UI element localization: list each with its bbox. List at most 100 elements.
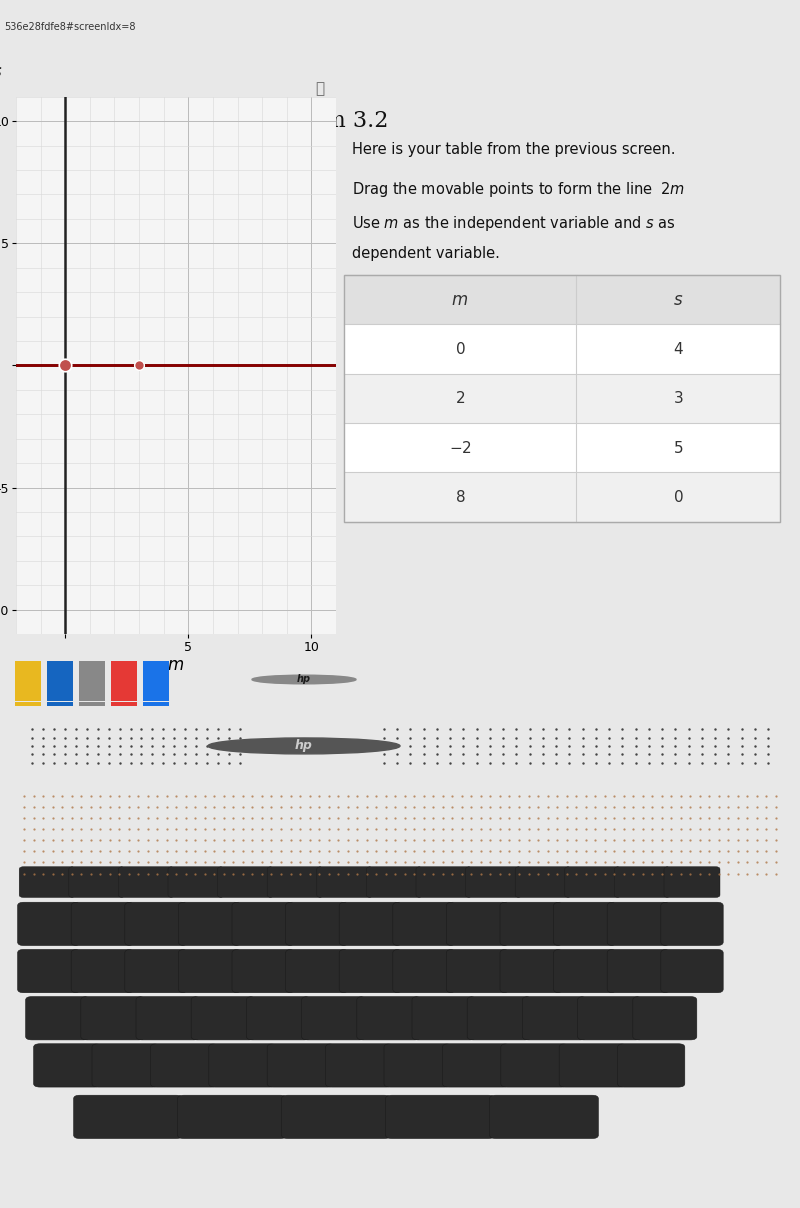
FancyBboxPatch shape bbox=[490, 1096, 598, 1138]
Text: $3$: $3$ bbox=[673, 390, 683, 406]
FancyBboxPatch shape bbox=[357, 997, 421, 1040]
Bar bbox=[344, 423, 780, 472]
FancyBboxPatch shape bbox=[578, 997, 642, 1040]
Y-axis label: $s$: $s$ bbox=[0, 63, 2, 81]
FancyBboxPatch shape bbox=[565, 866, 621, 898]
Bar bbox=[344, 275, 780, 522]
Bar bbox=[344, 373, 780, 423]
Text: 536e28fdfe8#screenIdx=8: 536e28fdfe8#screenIdx=8 bbox=[4, 22, 135, 31]
FancyBboxPatch shape bbox=[339, 949, 402, 993]
FancyBboxPatch shape bbox=[467, 997, 531, 1040]
Text: $s$: $s$ bbox=[673, 291, 683, 309]
Bar bbox=[143, 661, 169, 701]
FancyBboxPatch shape bbox=[326, 1044, 393, 1087]
FancyBboxPatch shape bbox=[168, 866, 224, 898]
Circle shape bbox=[208, 738, 400, 754]
FancyBboxPatch shape bbox=[136, 997, 200, 1040]
FancyBboxPatch shape bbox=[178, 902, 241, 946]
FancyBboxPatch shape bbox=[232, 902, 294, 946]
FancyBboxPatch shape bbox=[267, 866, 323, 898]
Bar bbox=[47, 661, 73, 701]
Text: $8$: $8$ bbox=[454, 489, 466, 505]
FancyBboxPatch shape bbox=[178, 1096, 286, 1138]
FancyBboxPatch shape bbox=[416, 866, 472, 898]
FancyBboxPatch shape bbox=[232, 949, 294, 993]
FancyBboxPatch shape bbox=[246, 997, 310, 1040]
Text: $0$: $0$ bbox=[454, 341, 466, 358]
Text: hp: hp bbox=[297, 674, 311, 685]
Bar bbox=[111, 661, 137, 701]
Bar bbox=[15, 661, 41, 701]
FancyBboxPatch shape bbox=[339, 902, 402, 946]
Text: $2$: $2$ bbox=[455, 390, 465, 406]
Bar bbox=[79, 661, 105, 701]
FancyBboxPatch shape bbox=[384, 1044, 451, 1087]
FancyBboxPatch shape bbox=[446, 902, 509, 946]
FancyBboxPatch shape bbox=[317, 866, 373, 898]
FancyBboxPatch shape bbox=[386, 1096, 494, 1138]
FancyBboxPatch shape bbox=[118, 866, 174, 898]
Bar bbox=[143, 702, 169, 705]
FancyBboxPatch shape bbox=[515, 866, 571, 898]
Bar bbox=[344, 275, 780, 325]
Bar bbox=[344, 472, 780, 522]
Text: $-2$: $-2$ bbox=[449, 440, 471, 455]
FancyBboxPatch shape bbox=[618, 1044, 685, 1087]
Text: $4$: $4$ bbox=[673, 341, 683, 358]
FancyBboxPatch shape bbox=[267, 1044, 334, 1087]
FancyBboxPatch shape bbox=[18, 902, 80, 946]
FancyBboxPatch shape bbox=[664, 866, 720, 898]
FancyBboxPatch shape bbox=[302, 997, 366, 1040]
FancyBboxPatch shape bbox=[633, 997, 697, 1040]
FancyBboxPatch shape bbox=[34, 1044, 101, 1087]
Text: dependent variable.: dependent variable. bbox=[352, 246, 500, 261]
FancyBboxPatch shape bbox=[218, 866, 274, 898]
FancyBboxPatch shape bbox=[442, 1044, 510, 1087]
FancyBboxPatch shape bbox=[466, 866, 522, 898]
FancyBboxPatch shape bbox=[74, 1096, 182, 1138]
FancyBboxPatch shape bbox=[501, 1044, 568, 1087]
FancyBboxPatch shape bbox=[92, 1044, 159, 1087]
FancyBboxPatch shape bbox=[522, 997, 586, 1040]
FancyBboxPatch shape bbox=[71, 949, 134, 993]
FancyBboxPatch shape bbox=[150, 1044, 218, 1087]
Text: hp: hp bbox=[295, 739, 313, 753]
Bar bbox=[344, 325, 780, 373]
FancyBboxPatch shape bbox=[18, 949, 80, 993]
FancyBboxPatch shape bbox=[71, 902, 134, 946]
Bar bbox=[111, 702, 137, 705]
Bar bbox=[47, 702, 73, 705]
FancyBboxPatch shape bbox=[209, 1044, 276, 1087]
FancyBboxPatch shape bbox=[282, 1096, 390, 1138]
FancyBboxPatch shape bbox=[286, 949, 348, 993]
Text: Drag the movable points to form the line  $2m$: Drag the movable points to form the line… bbox=[352, 180, 685, 198]
FancyBboxPatch shape bbox=[366, 866, 422, 898]
FancyBboxPatch shape bbox=[554, 949, 616, 993]
Bar bbox=[79, 702, 105, 705]
FancyBboxPatch shape bbox=[412, 997, 476, 1040]
Bar bbox=[344, 275, 780, 522]
FancyBboxPatch shape bbox=[446, 949, 509, 993]
FancyBboxPatch shape bbox=[81, 997, 145, 1040]
Text: ⤢: ⤢ bbox=[315, 81, 325, 95]
FancyBboxPatch shape bbox=[607, 949, 670, 993]
X-axis label: $m$: $m$ bbox=[167, 656, 185, 674]
FancyBboxPatch shape bbox=[500, 949, 562, 993]
FancyBboxPatch shape bbox=[559, 1044, 626, 1087]
FancyBboxPatch shape bbox=[614, 866, 670, 898]
FancyBboxPatch shape bbox=[69, 866, 125, 898]
FancyBboxPatch shape bbox=[286, 902, 348, 946]
FancyBboxPatch shape bbox=[661, 902, 723, 946]
FancyBboxPatch shape bbox=[554, 902, 616, 946]
Text: $m$: $m$ bbox=[451, 291, 469, 309]
FancyBboxPatch shape bbox=[19, 866, 75, 898]
Text: $5$: $5$ bbox=[673, 440, 683, 455]
FancyBboxPatch shape bbox=[191, 997, 255, 1040]
FancyBboxPatch shape bbox=[393, 902, 455, 946]
FancyBboxPatch shape bbox=[393, 949, 455, 993]
FancyBboxPatch shape bbox=[125, 902, 187, 946]
FancyBboxPatch shape bbox=[500, 902, 562, 946]
FancyBboxPatch shape bbox=[607, 902, 670, 946]
FancyBboxPatch shape bbox=[178, 949, 241, 993]
Text: Use $m$ as the independent variable and $s$ as: Use $m$ as the independent variable and … bbox=[352, 214, 676, 233]
